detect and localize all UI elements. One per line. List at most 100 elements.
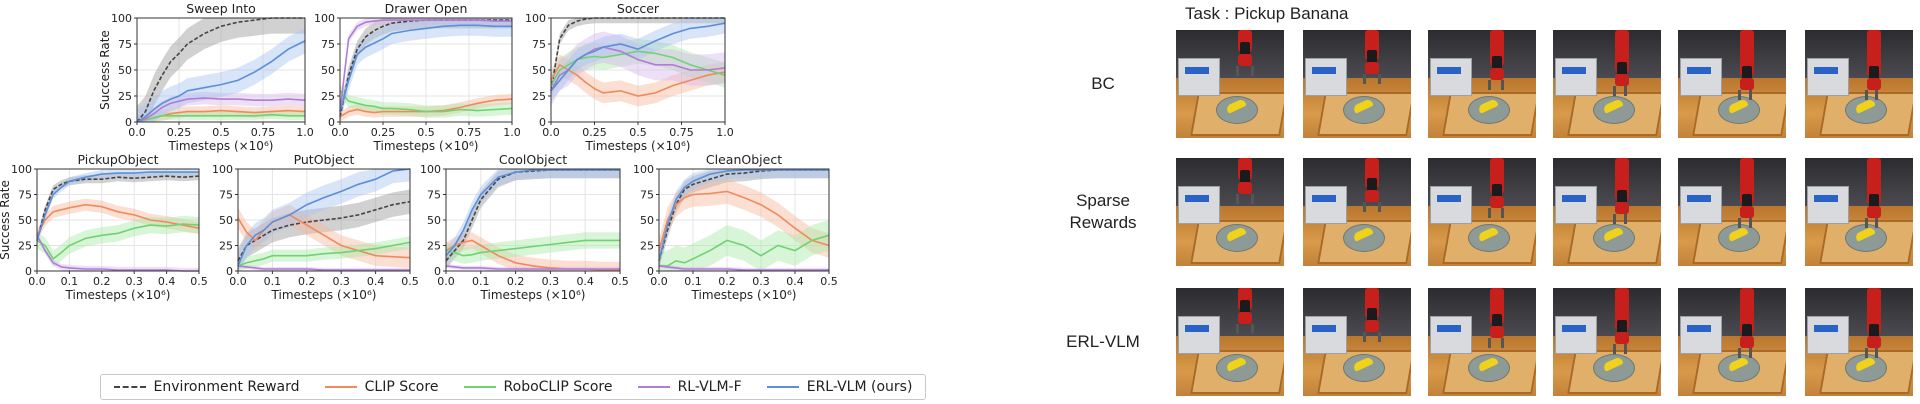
rollout-frame bbox=[1553, 30, 1661, 138]
scene-part bbox=[1178, 58, 1220, 96]
chart-coolobject: 0 25 50 75 100 0.0 0.1 0.2 0.3 0.4 0.5 CoolObject Ti… bbox=[420, 152, 629, 302]
scene-part bbox=[1869, 66, 1879, 80]
series-line-clip-score bbox=[658, 190, 830, 251]
y-tick-label: 75 bbox=[321, 38, 335, 51]
x-axis-label: Timesteps (×10⁶) bbox=[691, 288, 797, 302]
y-tick-label: 75 bbox=[427, 189, 441, 202]
band-erl-vlm-ours bbox=[446, 169, 620, 264]
band-erl-vlm-ours bbox=[238, 169, 410, 271]
scene-part bbox=[1236, 66, 1254, 76]
band-clip-score bbox=[340, 93, 512, 122]
legend-item-environment-reward: Environment Reward bbox=[113, 379, 300, 395]
scene-part bbox=[1740, 158, 1754, 204]
scene-part bbox=[1365, 62, 1379, 74]
band-environment-reward bbox=[37, 172, 199, 245]
scene-part bbox=[1305, 316, 1347, 354]
legend-swatch bbox=[324, 386, 357, 388]
rollout-frame bbox=[1678, 158, 1786, 266]
scene-part bbox=[1492, 184, 1502, 198]
scene-part bbox=[1867, 30, 1881, 76]
rollout-frame bbox=[1428, 158, 1536, 266]
y-tick-label: 75 bbox=[18, 189, 32, 202]
chart-title: Soccer bbox=[617, 1, 660, 16]
x-tick-label: 0.4 bbox=[576, 275, 594, 288]
scene-part bbox=[1236, 324, 1254, 334]
rollout-frame bbox=[1303, 288, 1411, 396]
band-roboclip-score bbox=[37, 215, 199, 267]
row-label-line: ERL-VLM bbox=[1066, 332, 1140, 351]
chart-title: CoolObject bbox=[499, 152, 567, 167]
scene-part bbox=[1680, 58, 1722, 96]
y-tick-label: 100 bbox=[111, 12, 132, 25]
band-rl-vlm-f bbox=[137, 91, 305, 122]
y-tick-label: 75 bbox=[219, 189, 233, 202]
x-tick-label: 0.2 bbox=[93, 275, 111, 288]
y-tick-label: 0 bbox=[125, 116, 132, 129]
task-title: Task : Pickup Banana bbox=[1185, 4, 1349, 23]
rollout-frame bbox=[1303, 158, 1411, 266]
series-line-erl-vlm-ours bbox=[445, 169, 620, 257]
band-roboclip-score bbox=[446, 232, 620, 264]
scene-part bbox=[1430, 58, 1472, 96]
chart-title: PutObject bbox=[294, 152, 355, 167]
scene-part bbox=[1555, 58, 1597, 96]
y-axis-label: Success Rate bbox=[0, 180, 12, 260]
rollout-frame bbox=[1428, 30, 1536, 138]
scene-part bbox=[1178, 316, 1220, 354]
series-line-erl-vlm-ours bbox=[339, 24, 512, 112]
x-tick-label: 0.5 bbox=[212, 126, 230, 139]
x-tick-label: 0.25 bbox=[167, 126, 192, 139]
series-line-clip-score bbox=[550, 63, 726, 97]
rollout-frame bbox=[1805, 288, 1913, 396]
x-tick-label: 0.1 bbox=[61, 275, 79, 288]
band-erl-vlm-ours bbox=[340, 18, 512, 122]
chart-title: Drawer Open bbox=[385, 1, 468, 16]
x-tick-label: 0.5 bbox=[401, 275, 419, 288]
row-label-bc: BC bbox=[1058, 73, 1148, 95]
scene-part bbox=[1365, 190, 1379, 202]
y-tick-label: 100 bbox=[314, 12, 335, 25]
scene-part bbox=[1865, 90, 1878, 100]
x-tick-label: 0.5 bbox=[820, 275, 838, 288]
series-line-rl-vlm-f bbox=[36, 234, 199, 272]
scene-part bbox=[1305, 186, 1347, 224]
legend: Environment Reward CLIP Score RoboCLIP Sco… bbox=[100, 374, 926, 400]
scene-part bbox=[1488, 208, 1504, 218]
series-line-erl-vlm-ours bbox=[550, 22, 726, 92]
y-tick-label: 100 bbox=[633, 163, 654, 176]
scene-part bbox=[1615, 158, 1629, 200]
y-tick-label: 50 bbox=[219, 214, 233, 227]
series-line-roboclip-score bbox=[136, 113, 305, 123]
scene-part bbox=[1742, 324, 1752, 338]
x-tick-label: 0.0 bbox=[437, 275, 455, 288]
x-tick-label: 0.75 bbox=[669, 126, 694, 139]
scene-part bbox=[1363, 202, 1381, 212]
y-tick-label: 50 bbox=[321, 64, 335, 77]
y-tick-label: 0 bbox=[434, 265, 441, 278]
legend-swatch bbox=[766, 386, 799, 388]
x-tick-label: 0.4 bbox=[158, 275, 176, 288]
y-tick-label: 75 bbox=[640, 189, 654, 202]
scene-part bbox=[1742, 66, 1752, 80]
scene-part bbox=[1363, 332, 1381, 342]
rollout-frame bbox=[1553, 158, 1661, 266]
y-tick-label: 50 bbox=[118, 64, 132, 77]
y-tick-label: 100 bbox=[212, 163, 233, 176]
chart-sweep-into: 0 25 50 75 100 0.0 0.25 0.5 0.75 1.0 Sweep Into Tim… bbox=[98, 1, 314, 153]
series-line-roboclip-score bbox=[36, 223, 200, 260]
y-tick-label: 50 bbox=[640, 214, 654, 227]
rollout-frame bbox=[1428, 288, 1536, 396]
chart-title: Sweep Into bbox=[186, 1, 256, 16]
y-tick-label: 0 bbox=[539, 116, 546, 129]
band-environment-reward bbox=[137, 18, 305, 122]
scene-part bbox=[1492, 314, 1502, 328]
legend-item-clip-score: CLIP Score bbox=[324, 379, 438, 395]
x-tick-label: 0.0 bbox=[331, 126, 349, 139]
x-tick-label: 0.5 bbox=[190, 275, 208, 288]
scene-part bbox=[1680, 316, 1722, 354]
scene-part bbox=[1555, 316, 1597, 354]
x-tick-label: 0.0 bbox=[229, 275, 247, 288]
x-axis-label: Timesteps (×10⁶) bbox=[168, 139, 274, 153]
chart-drawer-open: 0 25 50 75 100 0.0 0.25 0.5 0.75 1.0 Drawer Open Ti… bbox=[314, 1, 521, 153]
scene-part bbox=[1807, 58, 1849, 96]
